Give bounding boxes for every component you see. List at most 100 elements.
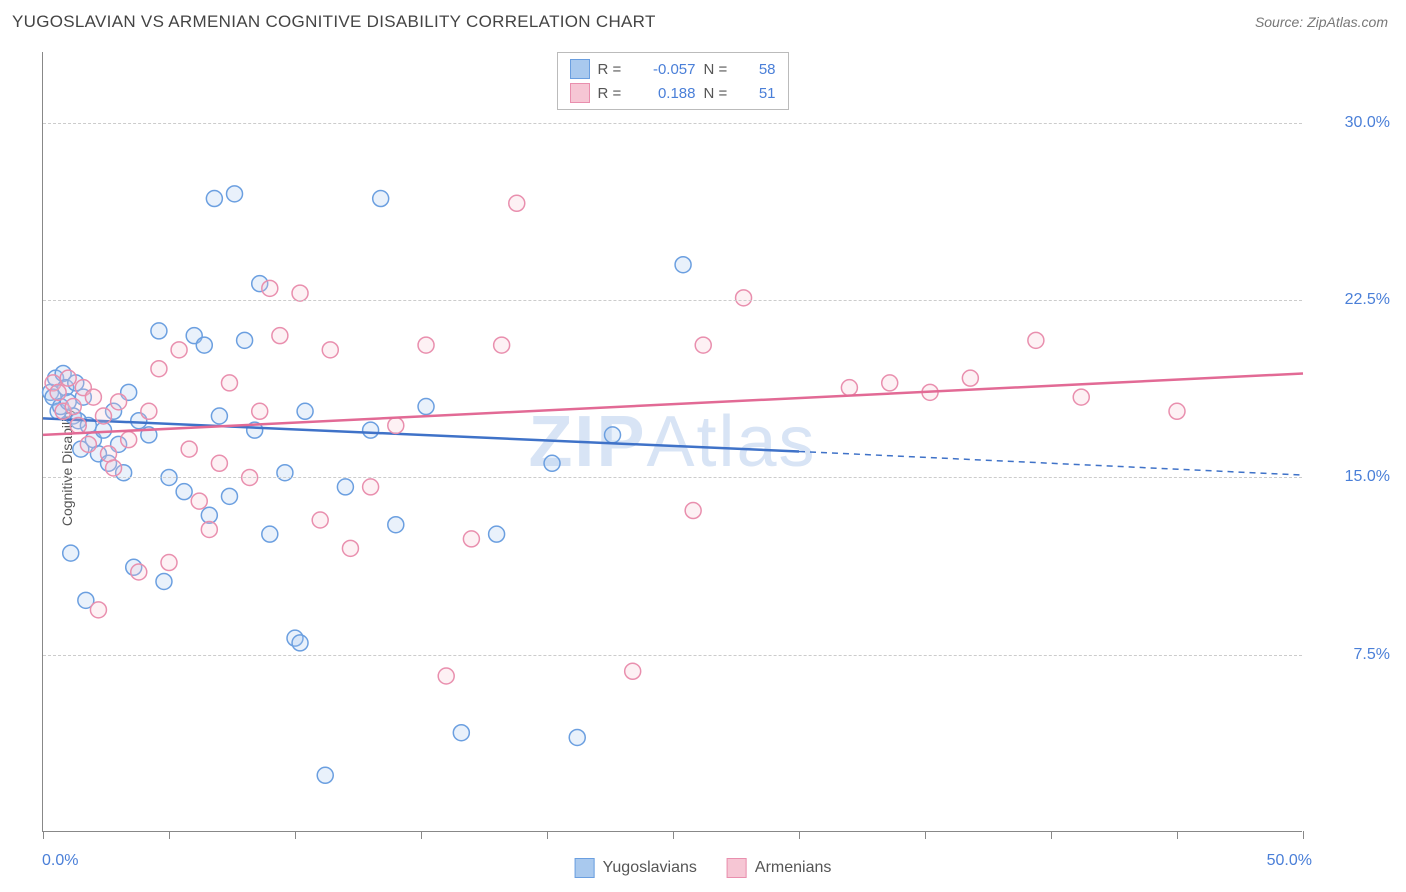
chart-header: YUGOSLAVIAN VS ARMENIAN COGNITIVE DISABI… bbox=[0, 0, 1406, 42]
legend-row-yugoslavians: R = -0.057 N = 58 bbox=[570, 57, 776, 81]
point-armenians bbox=[625, 663, 641, 679]
point-armenians bbox=[262, 280, 278, 296]
legend-item-yugoslavians: Yugoslavians bbox=[575, 858, 697, 878]
point-armenians bbox=[151, 361, 167, 377]
point-yugoslavians bbox=[418, 399, 434, 415]
point-yugoslavians bbox=[297, 403, 313, 419]
gridline-h bbox=[43, 123, 1302, 124]
x-tick bbox=[421, 831, 422, 839]
point-armenians bbox=[211, 455, 227, 471]
legend-item-armenians: Armenians bbox=[727, 858, 831, 878]
point-armenians bbox=[463, 531, 479, 547]
y-tick-label: 15.0% bbox=[1310, 468, 1390, 486]
point-yugoslavians bbox=[63, 545, 79, 561]
point-armenians bbox=[95, 408, 111, 424]
point-armenians bbox=[65, 399, 81, 415]
y-tick-label: 22.5% bbox=[1310, 291, 1390, 309]
point-yugoslavians bbox=[675, 257, 691, 273]
r-value: -0.057 bbox=[636, 61, 696, 78]
point-armenians bbox=[418, 337, 434, 353]
point-armenians bbox=[191, 493, 207, 509]
legend-series: Yugoslavians Armenians bbox=[575, 858, 832, 878]
x-max-label: 50.0% bbox=[1267, 852, 1312, 870]
point-armenians bbox=[685, 503, 701, 519]
point-armenians bbox=[1073, 389, 1089, 405]
plot-area: ZIPAtlas R =-0.057N =58R =0.188N =51 7.5… bbox=[42, 52, 1302, 832]
n-value: 58 bbox=[742, 61, 776, 78]
point-yugoslavians bbox=[489, 526, 505, 542]
legend-correlation: R = -0.057 N = 58R = 0.188 N = 51 bbox=[557, 52, 789, 110]
point-yugoslavians bbox=[211, 408, 227, 424]
gridline-h bbox=[43, 655, 1302, 656]
point-armenians bbox=[111, 394, 127, 410]
gridline-h bbox=[43, 300, 1302, 301]
swatch-yugoslavians bbox=[570, 59, 590, 79]
point-armenians bbox=[201, 521, 217, 537]
point-armenians bbox=[322, 342, 338, 358]
x-tick bbox=[1177, 831, 1178, 839]
x-tick bbox=[1051, 831, 1052, 839]
y-tick-label: 7.5% bbox=[1310, 646, 1390, 664]
chart-container: Cognitive Disability ZIPAtlas R =-0.057N… bbox=[0, 42, 1406, 892]
point-armenians bbox=[80, 436, 96, 452]
point-yugoslavians bbox=[196, 337, 212, 353]
point-armenians bbox=[131, 564, 147, 580]
gridline-h bbox=[43, 477, 1302, 478]
point-armenians bbox=[509, 195, 525, 211]
point-armenians bbox=[70, 417, 86, 433]
point-yugoslavians bbox=[337, 479, 353, 495]
legend-label: Armenians bbox=[755, 859, 831, 877]
point-armenians bbox=[388, 417, 404, 433]
point-armenians bbox=[60, 370, 76, 386]
point-armenians bbox=[50, 384, 66, 400]
scatter-svg bbox=[43, 52, 1302, 831]
point-armenians bbox=[141, 403, 157, 419]
n-value: 51 bbox=[742, 85, 776, 102]
point-armenians bbox=[841, 380, 857, 396]
point-armenians bbox=[962, 370, 978, 386]
point-armenians bbox=[181, 441, 197, 457]
legend-row-armenians: R =0.188N =51 bbox=[570, 81, 776, 105]
point-yugoslavians bbox=[569, 729, 585, 745]
point-yugoslavians bbox=[206, 191, 222, 207]
point-armenians bbox=[121, 432, 137, 448]
x-tick bbox=[169, 831, 170, 839]
x-tick bbox=[547, 831, 548, 839]
point-yugoslavians bbox=[262, 526, 278, 542]
x-tick bbox=[799, 831, 800, 839]
x-min-label: 0.0% bbox=[42, 852, 78, 870]
point-yugoslavians bbox=[151, 323, 167, 339]
swatch-armenians bbox=[570, 83, 590, 103]
point-armenians bbox=[85, 389, 101, 405]
point-armenians bbox=[695, 337, 711, 353]
point-armenians bbox=[252, 403, 268, 419]
point-yugoslavians bbox=[605, 427, 621, 443]
point-armenians bbox=[1028, 332, 1044, 348]
point-armenians bbox=[171, 342, 187, 358]
point-yugoslavians bbox=[156, 573, 172, 589]
point-armenians bbox=[882, 375, 898, 391]
point-armenians bbox=[494, 337, 510, 353]
point-armenians bbox=[221, 375, 237, 391]
n-label: N = bbox=[704, 61, 734, 78]
point-armenians bbox=[292, 285, 308, 301]
source-label: Source: ZipAtlas.com bbox=[1255, 14, 1388, 30]
point-armenians bbox=[342, 540, 358, 556]
point-yugoslavians bbox=[317, 767, 333, 783]
r-value: 0.188 bbox=[636, 85, 696, 102]
point-yugoslavians bbox=[227, 186, 243, 202]
swatch-yugoslavians bbox=[575, 858, 595, 878]
x-tick bbox=[673, 831, 674, 839]
point-armenians bbox=[1169, 403, 1185, 419]
point-yugoslavians bbox=[176, 484, 192, 500]
r-label: R = bbox=[598, 61, 628, 78]
chart-title: YUGOSLAVIAN VS ARMENIAN COGNITIVE DISABI… bbox=[12, 12, 656, 32]
n-label: N = bbox=[704, 85, 734, 102]
y-tick-label: 30.0% bbox=[1310, 114, 1390, 132]
point-armenians bbox=[161, 555, 177, 571]
point-armenians bbox=[312, 512, 328, 528]
point-armenians bbox=[736, 290, 752, 306]
point-armenians bbox=[106, 460, 122, 476]
swatch-armenians bbox=[727, 858, 747, 878]
trendline-dash-yugoslavians bbox=[799, 451, 1303, 475]
